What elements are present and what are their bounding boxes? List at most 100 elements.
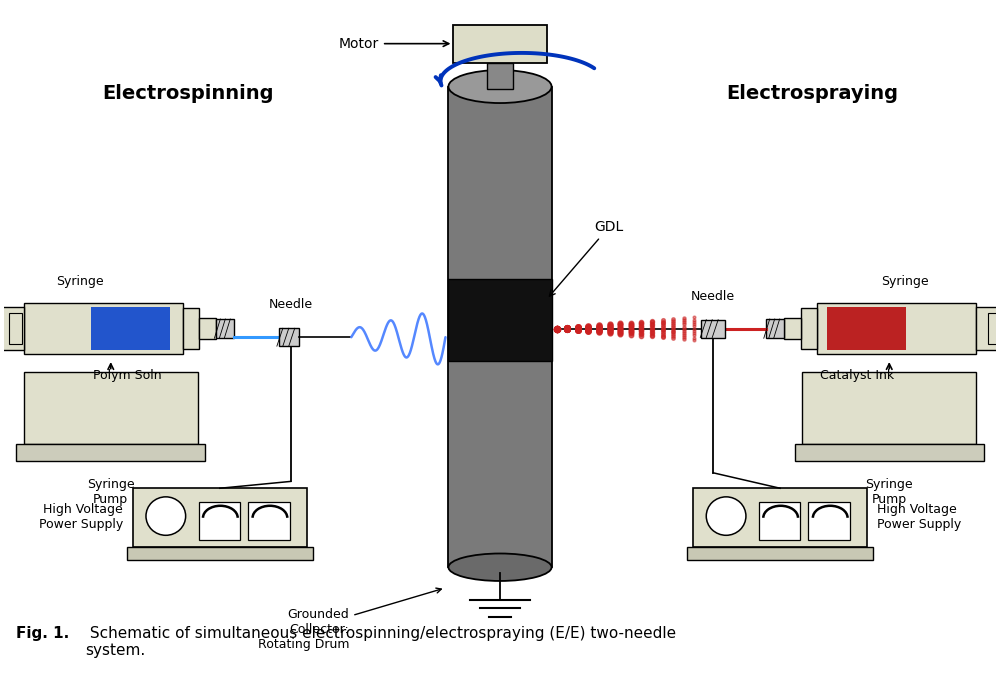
- Point: [676, 334, 692, 345]
- Point: [612, 318, 628, 329]
- Text: Syringe: Syringe: [881, 275, 928, 288]
- Point: [686, 327, 702, 338]
- Point: [602, 327, 618, 338]
- Text: High Voltage
Power Supply: High Voltage Power Supply: [39, 503, 123, 532]
- Point: [676, 329, 692, 341]
- Point: [655, 321, 671, 332]
- Bar: [133, 489, 307, 547]
- Point: [644, 328, 660, 339]
- Point: [549, 323, 565, 334]
- Point: [623, 322, 639, 333]
- Bar: [448, 279, 552, 361]
- Text: GDL: GDL: [549, 220, 623, 296]
- Point: [570, 323, 586, 334]
- Bar: [827, 307, 906, 350]
- Point: [580, 320, 596, 332]
- Point: [665, 323, 681, 334]
- Point: [559, 323, 575, 334]
- Point: [580, 326, 596, 337]
- Text: Grounded
Collector:
Rotating Drum: Grounded Collector: Rotating Drum: [258, 588, 441, 651]
- Point: [623, 325, 639, 336]
- Point: [612, 324, 628, 335]
- Point: [623, 329, 639, 341]
- Point: [549, 323, 565, 334]
- Bar: [795, 443, 984, 461]
- Point: [676, 325, 692, 336]
- Point: [570, 324, 586, 335]
- Point: [655, 330, 671, 341]
- Point: [591, 326, 607, 337]
- Point: [612, 322, 628, 333]
- Text: Motor: Motor: [339, 37, 449, 51]
- Point: [570, 324, 586, 335]
- Bar: [453, 25, 547, 63]
- Point: [591, 325, 607, 336]
- Bar: [701, 320, 725, 338]
- Point: [665, 318, 681, 329]
- Point: [612, 327, 628, 338]
- Point: [570, 322, 586, 333]
- Bar: [808, 502, 850, 540]
- Point: [559, 322, 575, 334]
- Point: [570, 322, 586, 334]
- Bar: [24, 303, 183, 354]
- Bar: [199, 318, 216, 339]
- Point: [612, 325, 628, 336]
- Bar: [693, 489, 867, 547]
- Bar: [2, 307, 24, 350]
- Ellipse shape: [448, 553, 552, 581]
- Point: [644, 322, 660, 333]
- Point: [570, 321, 586, 332]
- Point: [570, 325, 586, 336]
- Point: [612, 321, 628, 332]
- Point: [633, 323, 649, 334]
- Point: [559, 323, 575, 334]
- Text: Needle: Needle: [691, 290, 735, 302]
- Bar: [976, 307, 998, 350]
- Point: [655, 318, 671, 329]
- Point: [549, 323, 565, 334]
- Point: [686, 332, 702, 343]
- Point: [633, 318, 649, 329]
- Point: [686, 314, 702, 325]
- Point: [570, 322, 586, 333]
- Point: [676, 323, 692, 334]
- Point: [633, 329, 649, 340]
- Point: [570, 322, 586, 334]
- Point: [591, 320, 607, 332]
- Point: [676, 332, 692, 343]
- Point: [559, 324, 575, 335]
- Point: [559, 323, 575, 334]
- Bar: [199, 502, 240, 540]
- Point: [591, 322, 607, 333]
- Bar: [448, 87, 552, 567]
- Point: [549, 323, 565, 334]
- Point: [655, 328, 671, 339]
- Point: [580, 324, 596, 335]
- Bar: [91, 307, 170, 350]
- Point: [665, 319, 681, 330]
- Point: [676, 327, 692, 338]
- Point: [612, 326, 628, 337]
- Point: [602, 327, 618, 338]
- Text: Syringe
Pump: Syringe Pump: [87, 478, 135, 506]
- Point: [686, 325, 702, 336]
- Ellipse shape: [706, 497, 746, 535]
- Point: [676, 319, 692, 330]
- Point: [665, 325, 681, 336]
- Point: [602, 320, 618, 331]
- Point: [602, 321, 618, 332]
- Point: [591, 325, 607, 336]
- Text: Syringe
Pump: Syringe Pump: [865, 478, 913, 506]
- Bar: [801, 308, 817, 349]
- Point: [580, 325, 596, 336]
- Point: [623, 317, 639, 328]
- Point: [549, 323, 565, 334]
- Text: Needle: Needle: [269, 298, 313, 311]
- Point: [580, 323, 596, 334]
- Point: [602, 319, 618, 330]
- Point: [580, 325, 596, 336]
- Point: [676, 315, 692, 326]
- Point: [612, 328, 628, 339]
- Point: [623, 320, 639, 331]
